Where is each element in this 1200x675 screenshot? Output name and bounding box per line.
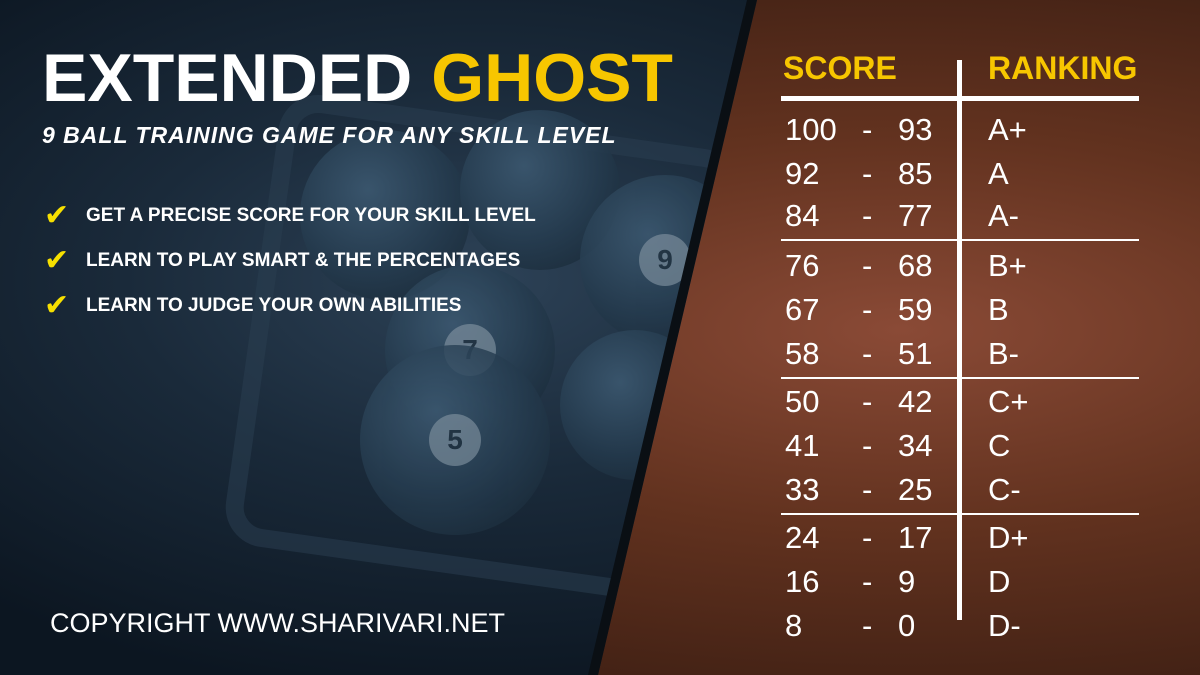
score-separator: - [862, 384, 873, 419]
ball-number: 5 [429, 414, 481, 466]
score-high: 16 [785, 564, 820, 599]
ball-image: 5 [360, 345, 550, 535]
table-row: 67 -59 B [0, 288, 1200, 332]
score-separator: - [862, 472, 873, 507]
score-low: 34 [898, 428, 933, 463]
score-separator: - [862, 248, 873, 283]
score-separator: - [862, 198, 873, 233]
checkmark-icon: ✔ [44, 289, 70, 322]
bullet-item: ✔ LEARN TO JUDGE YOUR OWN ABILITIES [44, 288, 461, 323]
ranking-grade: B+ [988, 248, 1027, 283]
ranking-grade: B- [988, 336, 1019, 371]
bullet-item: ✔ LEARN TO PLAY SMART & THE PERCENTAGES [44, 243, 520, 278]
score-low: 25 [898, 472, 933, 507]
score-separator: - [862, 156, 873, 191]
score-high: 8 [785, 608, 803, 643]
score-high: 76 [785, 248, 820, 283]
bullet-text: LEARN TO PLAY SMART & THE PERCENTAGES [86, 249, 521, 271]
table-row: 33 -25 C- [0, 468, 1200, 512]
score-low: 85 [898, 156, 933, 191]
score-high: 33 [785, 472, 820, 507]
table-row: 16 -9 D [0, 560, 1200, 604]
ranking-grade: C [988, 428, 1011, 463]
score-separator: - [862, 608, 873, 643]
checkmark-icon: ✔ [44, 244, 70, 277]
ball-number: 9 [639, 234, 691, 286]
table-row: 50 -42 C+ [0, 380, 1200, 424]
ranking-grade: D- [988, 608, 1021, 643]
score-separator: - [862, 292, 873, 327]
ranking-grade: C+ [988, 384, 1029, 419]
score-high: 84 [785, 198, 820, 233]
bullet-text: LEARN TO JUDGE YOUR OWN ABILITIES [86, 294, 462, 316]
copyright-text: COPYRIGHT WWW.SHARIVARI.NET [50, 608, 506, 638]
bullet-item: ✔ GET A PRECISE SCORE FOR YOUR SKILL LEVE… [44, 198, 536, 233]
score-high: 58 [785, 336, 820, 371]
score-separator: - [862, 520, 873, 555]
table-row: 41 -34 C [0, 424, 1200, 468]
table-row: 92 -85 A [0, 152, 1200, 196]
page-title: EXTENDED GHOST [42, 44, 673, 112]
table-row: 76 -68 B+ [0, 244, 1200, 288]
score-low: 42 [898, 384, 933, 419]
ranking-grade: A [988, 156, 1009, 191]
score-separator: - [862, 564, 873, 599]
score-separator: - [862, 336, 873, 371]
score-high: 50 [785, 384, 820, 419]
score-separator: - [862, 428, 873, 463]
score-low: 59 [898, 292, 933, 327]
ranking-grade: D [988, 564, 1011, 599]
header-score: SCORE [783, 50, 897, 86]
column-divider [957, 60, 962, 620]
score-low: 0 [898, 608, 916, 643]
ranking-grade: A+ [988, 112, 1027, 147]
bullet-text: GET A PRECISE SCORE FOR YOUR SKILL LEVEL [86, 204, 536, 226]
score-separator: - [862, 112, 873, 147]
ranking-grade: D+ [988, 520, 1029, 555]
table-row: 84 -77 A- [0, 194, 1200, 238]
subtitle: 9 BALL TRAINING GAME FOR ANY SKILL LEVEL [42, 122, 617, 148]
table-row: 24 -17 D+ [0, 516, 1200, 560]
ranking-grade: C- [988, 472, 1021, 507]
table-row: 58 -51 B- [0, 332, 1200, 376]
ranking-grade: B [988, 292, 1009, 327]
checkmark-icon: ✔ [44, 199, 70, 232]
score-high: 24 [785, 520, 820, 555]
score-high: 67 [785, 292, 820, 327]
score-low: 51 [898, 336, 933, 371]
score-low: 68 [898, 248, 933, 283]
ranking-grade: A- [988, 198, 1019, 233]
title-accent: GHOST [431, 40, 673, 116]
title-main: EXTENDED [42, 40, 413, 116]
score-high: 41 [785, 428, 820, 463]
score-low: 9 [898, 564, 916, 599]
table-row: 8 -0 D- [0, 604, 1200, 648]
score-high: 100 [785, 112, 837, 147]
score-low: 77 [898, 198, 933, 233]
table-row: 100-93 A+ [0, 108, 1200, 152]
score-low: 17 [898, 520, 933, 555]
header-ranking: RANKING [988, 50, 1138, 86]
score-low: 93 [898, 112, 933, 147]
score-high: 92 [785, 156, 820, 191]
